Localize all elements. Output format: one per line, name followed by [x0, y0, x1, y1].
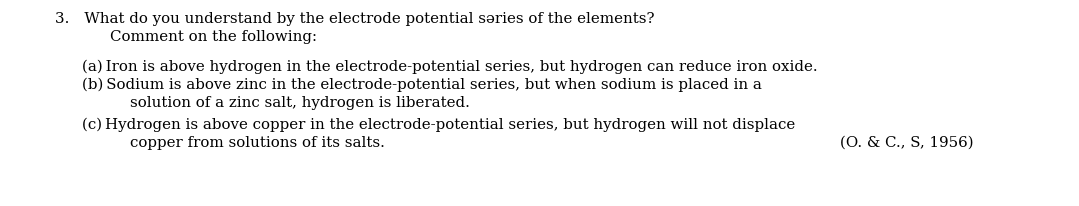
- Text: 3. What do you understand by the electrode potential səries of the elements?: 3. What do you understand by the electro…: [55, 12, 655, 26]
- Text: (c) Hydrogen is above copper in the electrode-potential series, but hydrogen wil: (c) Hydrogen is above copper in the elec…: [82, 118, 795, 132]
- Text: Comment on the following:: Comment on the following:: [110, 30, 317, 44]
- Text: (b) Sodium is above zinc in the electrode-potential series, but when sodium is p: (b) Sodium is above zinc in the electrod…: [82, 78, 762, 92]
- Text: (a) Iron is above hydrogen in the electrode-potential series, but hydrogen can r: (a) Iron is above hydrogen in the electr…: [82, 60, 818, 74]
- Text: copper from solutions of its salts.: copper from solutions of its salts.: [129, 136, 385, 150]
- Text: solution of a zinc salt, hydrogen is liberated.: solution of a zinc salt, hydrogen is lib…: [129, 96, 469, 110]
- Text: (O. & C., S, 1956): (O. & C., S, 1956): [839, 136, 973, 150]
